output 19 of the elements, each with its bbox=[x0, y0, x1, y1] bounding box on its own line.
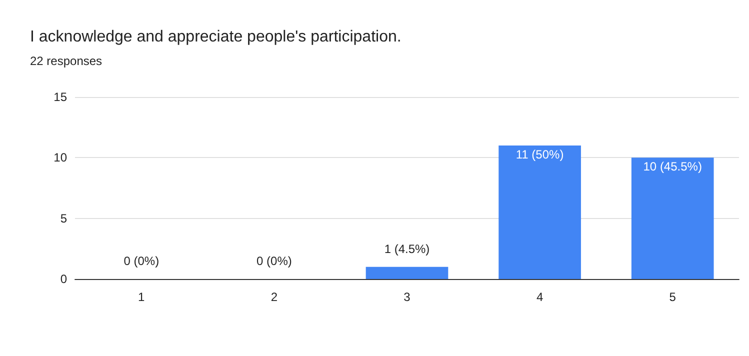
x-tick-label: 4 bbox=[536, 290, 544, 304]
x-tick-label: 1 bbox=[138, 290, 146, 304]
x-tick-label: 3 bbox=[404, 290, 411, 304]
data-label: 0 (0%) bbox=[124, 254, 160, 268]
y-tick-label: 5 bbox=[60, 211, 68, 226]
y-tick-label: 0 bbox=[60, 272, 68, 286]
data-label: 11 (50%) bbox=[516, 148, 564, 162]
chart-subtitle: 22 responses bbox=[30, 54, 102, 68]
data-label: 10 (45.5%) bbox=[643, 160, 702, 174]
x-tick-label: 2 bbox=[270, 290, 278, 304]
data-label: 0 (0%) bbox=[256, 254, 292, 268]
chart-title: I acknowledge and appreciate people's participation. bbox=[30, 28, 402, 46]
bar bbox=[366, 266, 448, 279]
data-label: 1 (4.5%) bbox=[384, 242, 430, 256]
x-tick-label: 5 bbox=[669, 290, 676, 304]
y-tick-label: 10 bbox=[54, 150, 68, 165]
bar bbox=[631, 158, 714, 279]
bar bbox=[498, 146, 581, 279]
y-tick-label: 15 bbox=[54, 90, 68, 104]
